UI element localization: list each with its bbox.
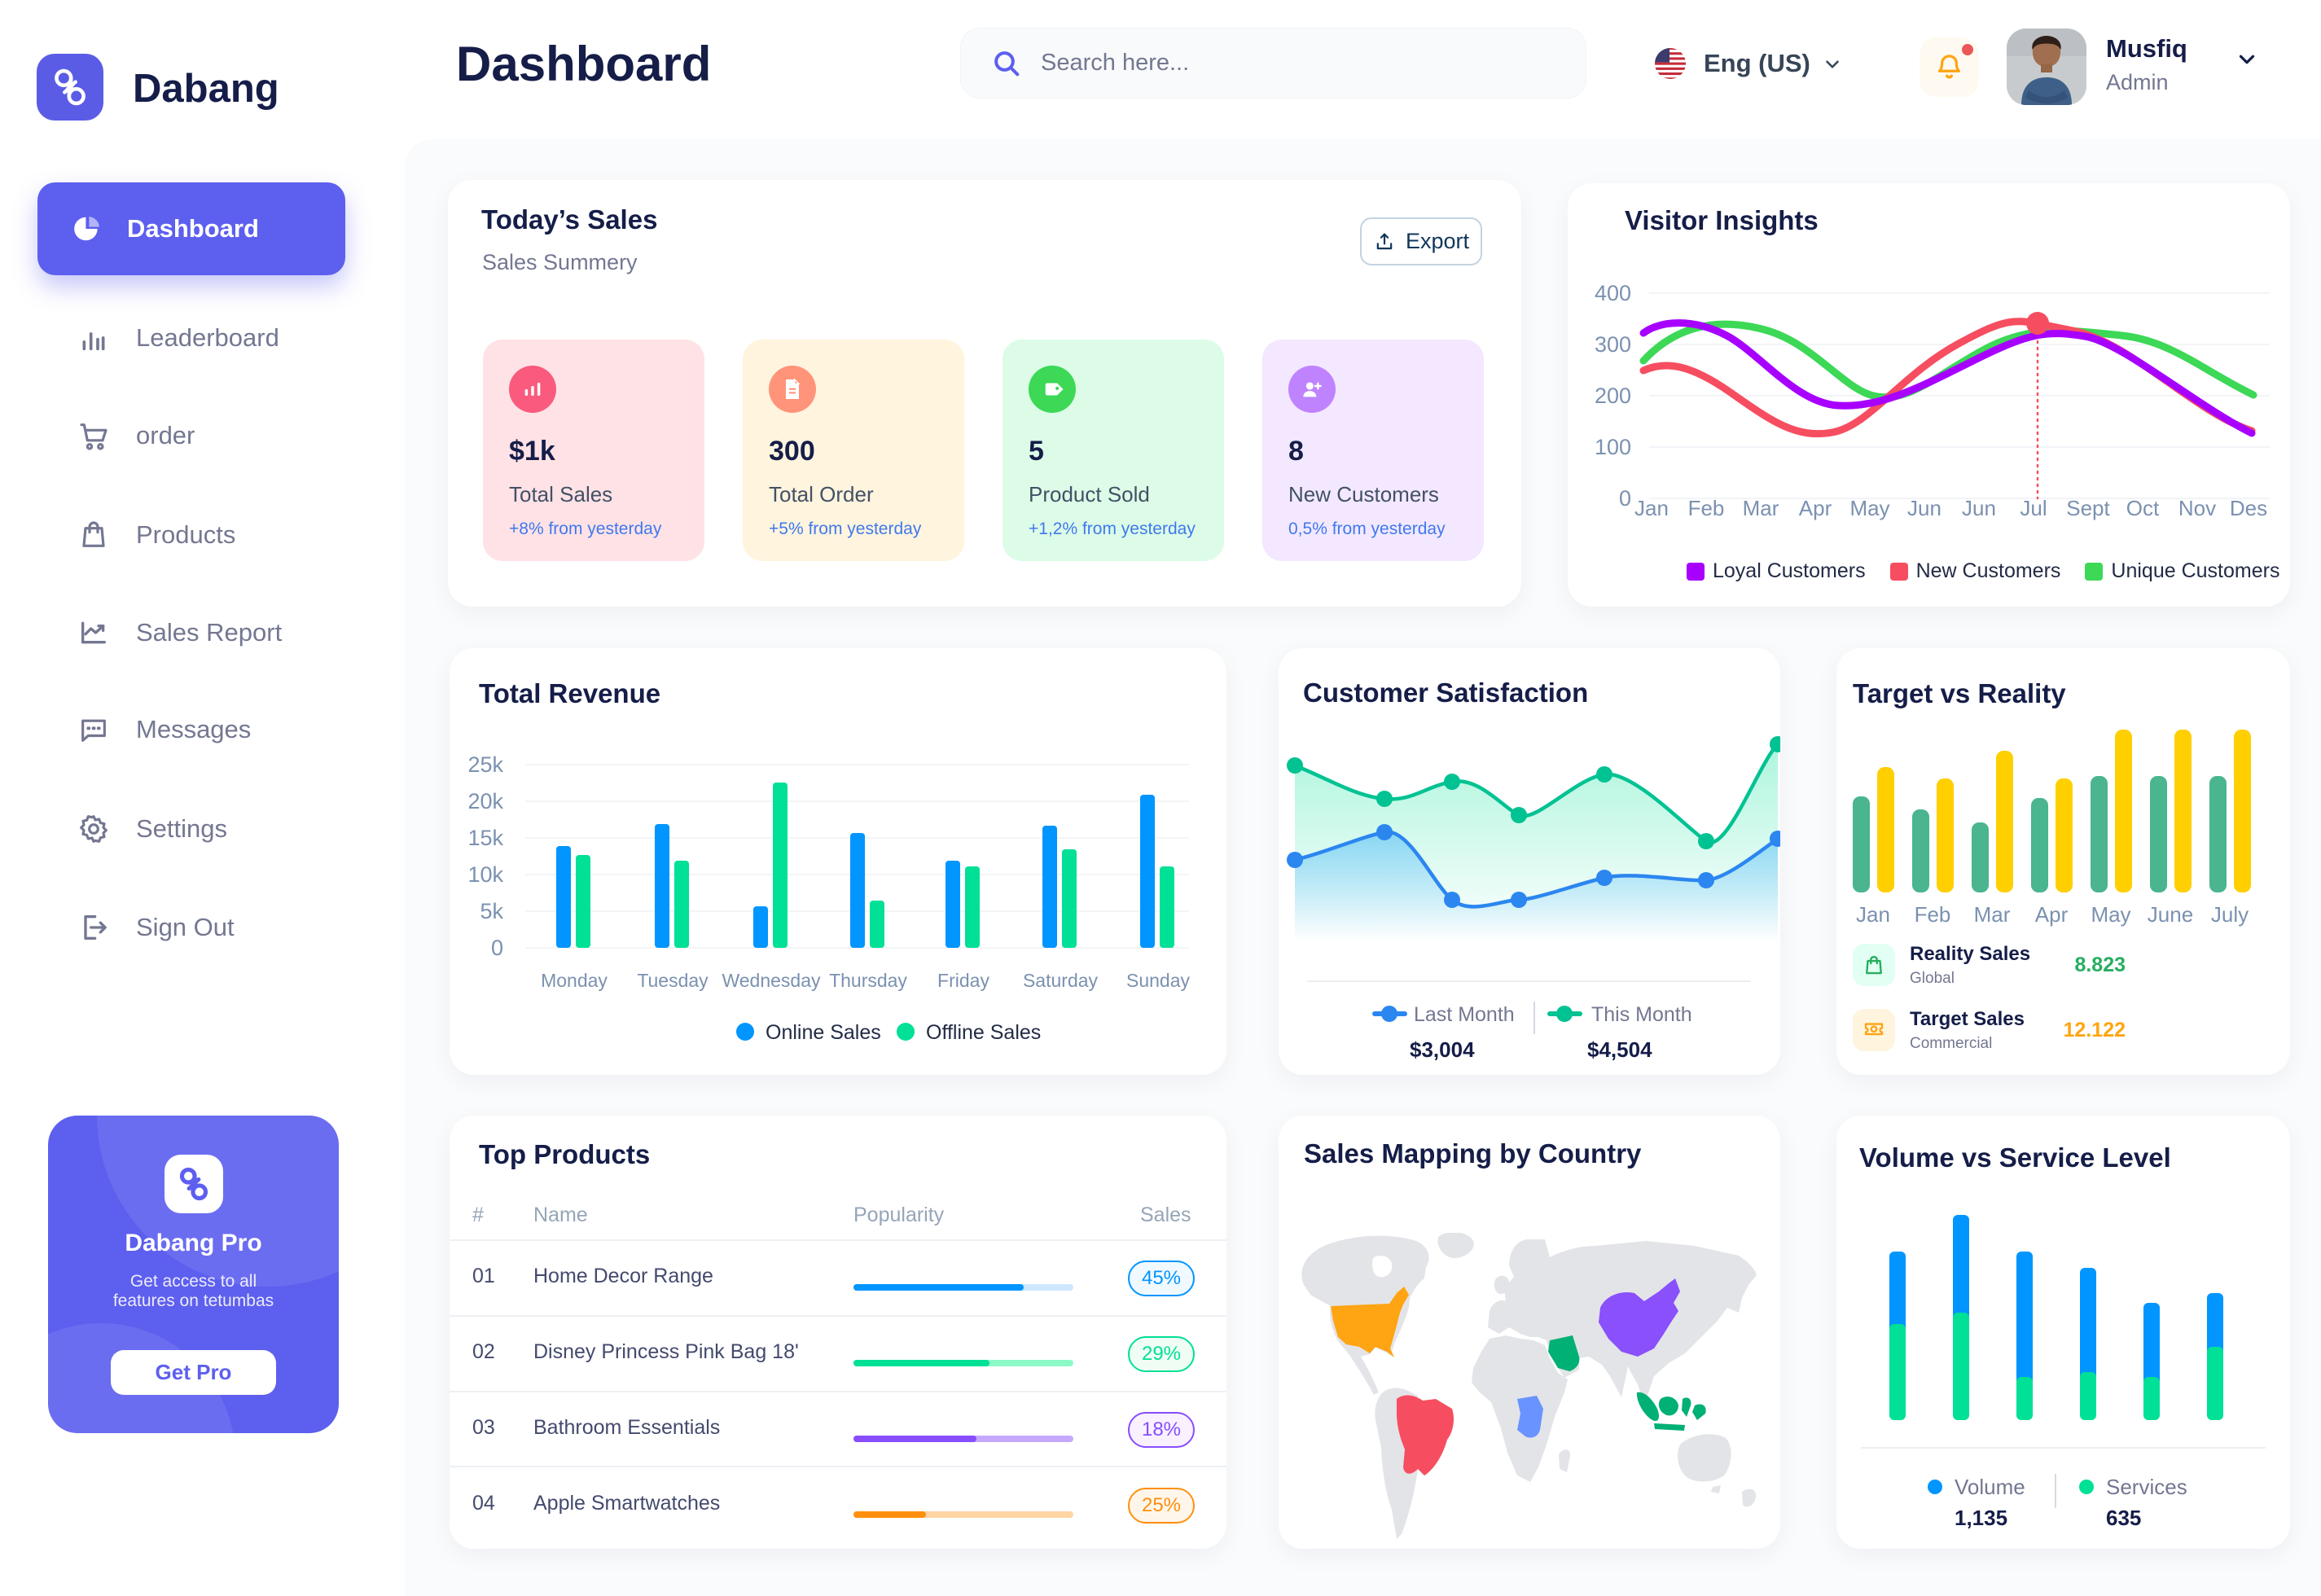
svg-text:15k: 15k bbox=[467, 826, 503, 850]
svg-text:Last Month: Last Month bbox=[1414, 1003, 1515, 1026]
svg-text:May: May bbox=[2091, 902, 2130, 927]
svg-text:200: 200 bbox=[1595, 384, 1631, 408]
svg-text:May: May bbox=[1849, 496, 1889, 520]
svg-text:20k: 20k bbox=[467, 789, 503, 813]
svg-text:400: 400 bbox=[1595, 281, 1631, 305]
svg-text:Apr: Apr bbox=[1799, 496, 1832, 520]
svg-text:This Month: This Month bbox=[1591, 1003, 1692, 1026]
svg-text:Oct: Oct bbox=[2126, 496, 2160, 520]
svg-text:0: 0 bbox=[1619, 486, 1631, 511]
svg-text:100: 100 bbox=[1595, 435, 1631, 459]
svg-text:25k: 25k bbox=[467, 752, 503, 777]
svg-text:Sept: Sept bbox=[2066, 496, 2110, 520]
svg-text:Feb: Feb bbox=[1915, 902, 1951, 927]
svg-text:Jul: Jul bbox=[2020, 496, 2047, 520]
svg-text:10k: 10k bbox=[467, 862, 503, 887]
svg-text:Feb: Feb bbox=[1688, 496, 1725, 520]
svg-text:Volume: Volume bbox=[1955, 1475, 2025, 1499]
svg-text:June: June bbox=[2148, 902, 2193, 927]
svg-text:Monday: Monday bbox=[541, 970, 608, 991]
svg-text:0: 0 bbox=[491, 936, 503, 960]
svg-text:Des: Des bbox=[2230, 496, 2267, 520]
svg-text:Sunday: Sunday bbox=[1126, 970, 1191, 991]
svg-text:Jan: Jan bbox=[1856, 902, 1890, 927]
svg-text:Jun: Jun bbox=[1962, 496, 1996, 520]
svg-text:5k: 5k bbox=[480, 899, 503, 923]
svg-text:Friday: Friday bbox=[937, 970, 989, 991]
svg-text:Tuesday: Tuesday bbox=[637, 970, 709, 991]
svg-text:Offline Sales: Offline Sales bbox=[926, 1021, 1041, 1044]
svg-text:635: 635 bbox=[2106, 1506, 2141, 1530]
svg-text:Thursday: Thursday bbox=[829, 970, 907, 991]
svg-text:Saturday: Saturday bbox=[1023, 970, 1099, 991]
svg-text:Jun: Jun bbox=[1907, 496, 1941, 520]
svg-text:Mar: Mar bbox=[1743, 496, 1779, 520]
svg-text:Nov: Nov bbox=[2178, 496, 2216, 520]
svg-text:Services: Services bbox=[2106, 1475, 2187, 1499]
svg-text:Mar: Mar bbox=[1974, 902, 2011, 927]
svg-text:Apr: Apr bbox=[2035, 902, 2069, 927]
svg-text:Jan: Jan bbox=[1634, 496, 1669, 520]
svg-text:Wednesday: Wednesday bbox=[722, 970, 821, 991]
svg-text:$3,004: $3,004 bbox=[1410, 1037, 1475, 1062]
svg-text:July: July bbox=[2211, 902, 2249, 927]
svg-text:300: 300 bbox=[1595, 332, 1631, 357]
svg-text:1,135: 1,135 bbox=[1955, 1506, 2007, 1530]
svg-text:$4,504: $4,504 bbox=[1587, 1037, 1652, 1062]
svg-text:Online Sales: Online Sales bbox=[766, 1021, 881, 1044]
